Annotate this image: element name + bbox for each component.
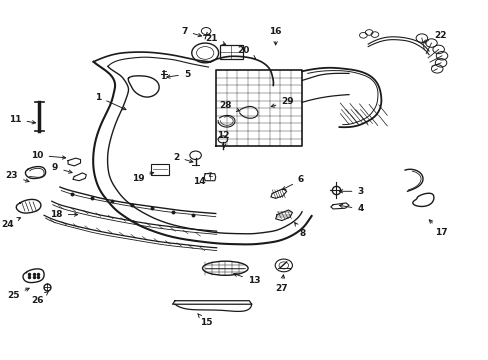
Text: 15: 15	[197, 314, 212, 328]
Text: 10: 10	[31, 151, 65, 160]
Text: 27: 27	[275, 275, 287, 293]
Text: 14: 14	[192, 173, 211, 186]
Text: 21: 21	[205, 34, 225, 45]
Text: 18: 18	[50, 210, 78, 219]
Text: 1: 1	[95, 93, 126, 110]
Text: 13: 13	[233, 273, 260, 285]
Text: 5: 5	[166, 69, 190, 78]
Text: 20: 20	[237, 46, 255, 59]
Text: 22: 22	[422, 31, 446, 43]
Text: 26: 26	[31, 292, 48, 305]
Text: 4: 4	[339, 204, 363, 213]
Text: 8: 8	[294, 222, 305, 238]
Text: 23: 23	[6, 171, 29, 182]
Text: 28: 28	[219, 102, 240, 112]
Text: 7: 7	[181, 27, 201, 37]
Text: 17: 17	[428, 220, 447, 237]
Text: 24: 24	[1, 217, 20, 229]
Bar	[151, 164, 169, 175]
Text: 25: 25	[7, 288, 29, 300]
Text: 29: 29	[270, 97, 293, 107]
Text: 2: 2	[173, 153, 193, 163]
Text: 6: 6	[282, 175, 304, 190]
Text: 9: 9	[52, 163, 72, 173]
Text: 3: 3	[339, 187, 363, 196]
Text: 12: 12	[217, 131, 229, 147]
Bar	[219, 45, 242, 59]
Text: 11: 11	[9, 115, 36, 124]
Text: 16: 16	[269, 27, 282, 45]
Text: 19: 19	[131, 172, 153, 183]
